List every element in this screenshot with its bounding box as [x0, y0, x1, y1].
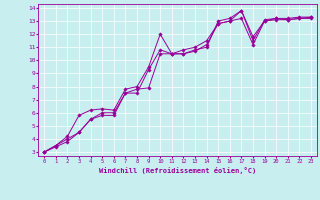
- X-axis label: Windchill (Refroidissement éolien,°C): Windchill (Refroidissement éolien,°C): [99, 167, 256, 174]
